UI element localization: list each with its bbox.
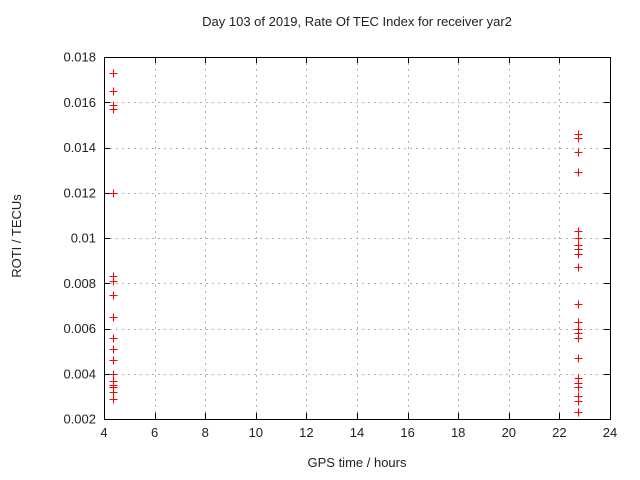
y-tick-label: 0.014 (63, 140, 96, 155)
y-tick-label: 0.004 (63, 366, 96, 381)
y-tick-label: 0.018 (63, 50, 96, 65)
chart-title: Day 103 of 2019, Rate Of TEC Index for r… (202, 14, 512, 29)
y-tick-label: 0.012 (63, 185, 96, 200)
x-tick-label: 10 (249, 425, 263, 440)
y-tick-label: 0.016 (63, 95, 96, 110)
y-tick-label: 0.008 (63, 276, 96, 291)
x-tick-label: 4 (100, 425, 107, 440)
x-tick-label: 18 (451, 425, 465, 440)
x-tick-label: 16 (400, 425, 414, 440)
y-tick-label: 0.01 (71, 231, 96, 246)
x-tick-label: 22 (552, 425, 566, 440)
x-tick-label: 20 (502, 425, 516, 440)
x-axis-label: GPS time / hours (307, 455, 407, 470)
x-tick-label: 12 (299, 425, 313, 440)
y-tick-label: 0.006 (63, 321, 96, 336)
y-tick-label: 0.002 (63, 412, 96, 427)
x-tick-label: 24 (603, 425, 617, 440)
x-tick-label: 6 (151, 425, 158, 440)
x-tick-label: 14 (350, 425, 364, 440)
x-tick-label: 8 (202, 425, 209, 440)
